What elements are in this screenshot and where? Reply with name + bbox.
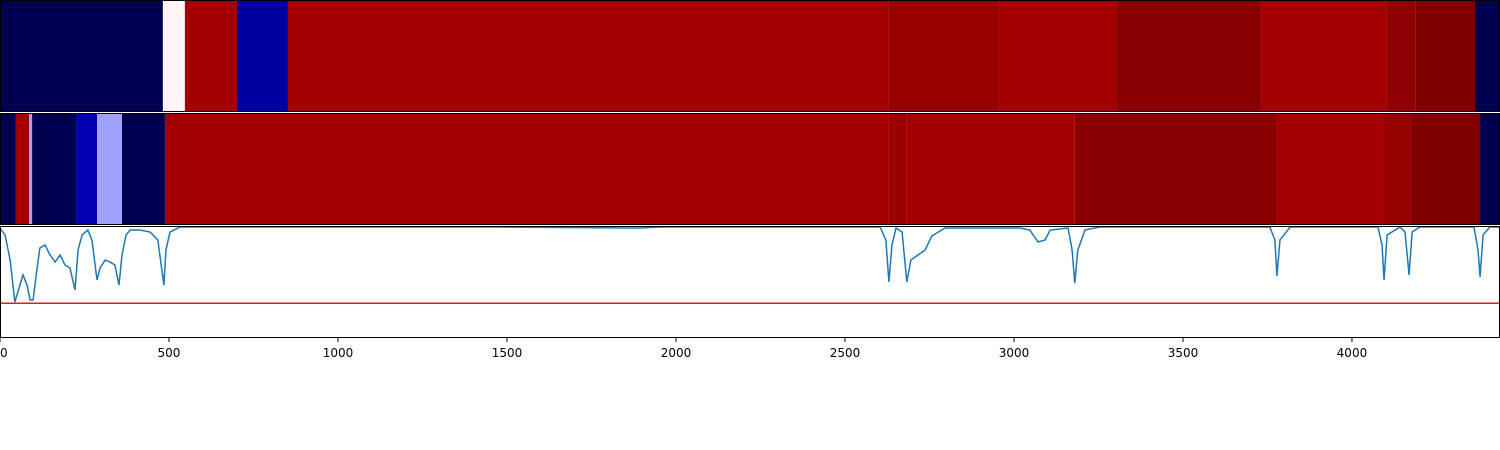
strip-segment [888, 113, 907, 225]
strip-segment [0, 113, 16, 225]
strip-segment [122, 113, 165, 225]
strip-segment [1261, 0, 1387, 112]
x-tick-label: 1000 [323, 346, 354, 360]
strip-segment [1383, 113, 1411, 225]
x-tick-label: 2000 [661, 346, 692, 360]
strip-segment [1474, 0, 1500, 112]
x-tick-label: 2500 [830, 346, 861, 360]
x-tick-label: 0 [0, 346, 8, 360]
strip-segment [998, 0, 1117, 112]
x-tick-label: 3000 [999, 346, 1030, 360]
x-tick-label: 500 [158, 346, 181, 360]
strip-segment [76, 113, 98, 225]
strip-segment [1415, 0, 1475, 112]
strip-segment [1480, 113, 1500, 225]
strip-segment [287, 0, 889, 112]
x-tick-label: 1500 [492, 346, 523, 360]
strip-segment [1386, 0, 1416, 112]
strip-segment [1276, 113, 1384, 225]
strip-segment [164, 113, 889, 225]
x-tick-label: 3500 [1168, 346, 1199, 360]
strip-segment [15, 113, 30, 225]
strip-segment [0, 0, 163, 112]
strip-segment [1116, 0, 1262, 112]
strip-segment [29, 113, 33, 225]
strip-segment [32, 113, 77, 225]
strip-segment [162, 0, 185, 112]
strip-segment [1074, 113, 1277, 225]
strip-segment [1410, 113, 1481, 225]
strip-segment [906, 113, 1075, 225]
strip-segment [184, 0, 237, 112]
x-tick-label: 4000 [1337, 346, 1368, 360]
strip-segment [236, 0, 288, 112]
strip-segment [97, 113, 123, 225]
line-series [0, 226, 1500, 303]
strip-segment [888, 0, 999, 112]
